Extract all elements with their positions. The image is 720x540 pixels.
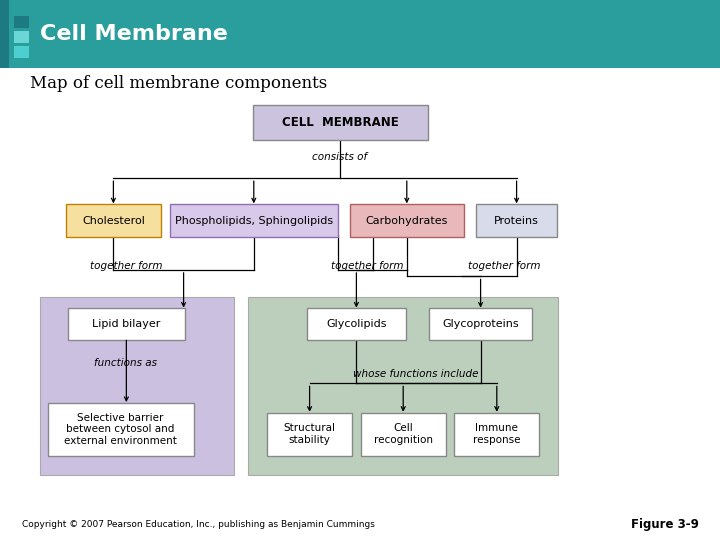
FancyBboxPatch shape [48, 403, 194, 456]
Text: CELL  MEMBRANE: CELL MEMBRANE [282, 116, 399, 129]
Text: whose functions include: whose functions include [354, 369, 479, 379]
Text: Carbohydrates: Carbohydrates [366, 215, 448, 226]
Text: Structural
stability: Structural stability [284, 423, 336, 445]
FancyBboxPatch shape [66, 204, 161, 237]
Text: Map of cell membrane components: Map of cell membrane components [30, 75, 328, 92]
Bar [0, 0, 720, 68]
Bar [248, 297, 558, 475]
Text: Cell Membrane: Cell Membrane [40, 24, 228, 44]
Text: functions as: functions as [94, 358, 158, 368]
FancyBboxPatch shape [350, 204, 464, 237]
Text: Glycoproteins: Glycoproteins [442, 319, 519, 329]
Text: Selective barrier
between cytosol and
external environment: Selective barrier between cytosol and ex… [64, 413, 177, 446]
Text: Glycolipids: Glycolipids [326, 319, 387, 329]
Bar [40, 297, 234, 475]
Text: together form: together form [90, 261, 162, 271]
Text: Immune
response: Immune response [473, 423, 521, 445]
FancyBboxPatch shape [267, 413, 352, 456]
FancyBboxPatch shape [307, 308, 406, 340]
Text: Lipid bilayer: Lipid bilayer [92, 319, 161, 329]
Bar [14, 31, 29, 43]
Bar [0, 0, 9, 68]
FancyBboxPatch shape [454, 413, 539, 456]
Text: Figure 3-9: Figure 3-9 [631, 518, 698, 531]
FancyBboxPatch shape [253, 105, 428, 140]
FancyBboxPatch shape [476, 204, 557, 237]
FancyBboxPatch shape [429, 308, 532, 340]
FancyBboxPatch shape [361, 413, 446, 456]
Text: together form: together form [468, 261, 540, 271]
Text: Copyright © 2007 Pearson Education, Inc., publishing as Benjamin Cummings: Copyright © 2007 Pearson Education, Inc.… [22, 521, 374, 529]
Text: Proteins: Proteins [494, 215, 539, 226]
Bar [14, 46, 29, 58]
FancyBboxPatch shape [68, 308, 185, 340]
Bar [14, 16, 29, 28]
Text: together form: together form [331, 261, 403, 271]
Text: Cell
recognition: Cell recognition [374, 423, 433, 445]
Text: consists of: consists of [312, 152, 367, 161]
FancyBboxPatch shape [170, 204, 338, 237]
Text: Phospholipids, Sphingolipids: Phospholipids, Sphingolipids [175, 215, 333, 226]
Text: Cholesterol: Cholesterol [82, 215, 145, 226]
